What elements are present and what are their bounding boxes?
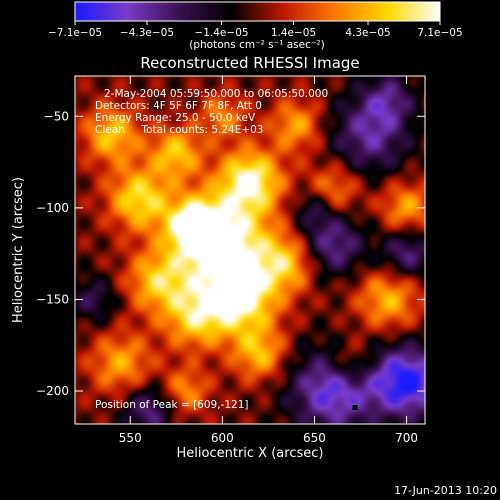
annotation-energy-range: Energy Range: 25.0 - 50.0 keV bbox=[95, 112, 256, 124]
peak-position-label: Position of Peak = [609,-121] bbox=[95, 399, 249, 411]
x-tick-label: 650 bbox=[303, 431, 326, 445]
colorbar-tick-label: 4.3e−05 bbox=[345, 27, 390, 39]
x-axis-ticks: 550 600 650 700 bbox=[119, 76, 418, 445]
colorbar bbox=[74, 1, 441, 22]
plot-frame bbox=[74, 75, 426, 425]
y-tick-label: −100 bbox=[36, 201, 69, 215]
peak-marker bbox=[352, 405, 358, 411]
y-tick-label: −50 bbox=[44, 109, 69, 123]
colorbar-tick-label: −7.1e−05 bbox=[48, 27, 102, 39]
timestamp: 17-Jun-2013 10:20 bbox=[394, 484, 497, 497]
y-axis-title: Heliocentric Y (arcsec) bbox=[11, 177, 26, 323]
y-axis-ticks: −50 −100 −150 −200 bbox=[36, 109, 425, 398]
annotation-detectors: Detectors: 4F 5F 6F 7F 8F, Att 0 bbox=[95, 100, 262, 112]
chart-title: Reconstructed RHESSI Image bbox=[140, 54, 359, 72]
annotation-time-range: 2-May-2004 05:59:50.000 to 06:05:50.000 bbox=[104, 88, 328, 100]
colorbar-tick-label: 7.1e−05 bbox=[417, 27, 462, 39]
annotation-clean-counts: Clean Total counts: 5.24E+03 bbox=[95, 124, 264, 136]
y-tick-label: −200 bbox=[36, 384, 69, 398]
x-axis-title: Heliocentric X (arcsec) bbox=[177, 446, 324, 461]
colorbar-tick-label: 1.4e−05 bbox=[271, 27, 316, 39]
heatmap-image bbox=[75, 76, 425, 424]
x-tick-label: 700 bbox=[395, 431, 418, 445]
y-tick-label: −150 bbox=[36, 292, 69, 306]
colorbar-label: (photons cm⁻² s⁻¹ asec⁻²) bbox=[189, 39, 324, 51]
x-tick-label: 550 bbox=[119, 431, 142, 445]
x-tick-label: 600 bbox=[211, 431, 234, 445]
colorbar-tick-label: −1.4e−05 bbox=[194, 27, 248, 39]
colorbar-ticks: −7.1e−05 −4.3e−05 −1.4e−05 1.4e−05 4.3e−05 7.… bbox=[48, 21, 463, 39]
colorbar-tick-label: −4.3e−05 bbox=[120, 27, 174, 39]
